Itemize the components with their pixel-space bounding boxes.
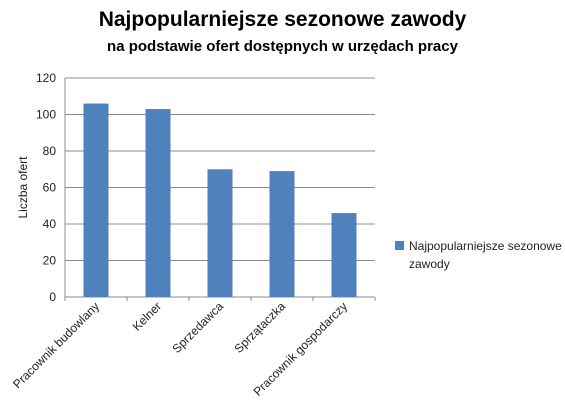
- y-tick-label: 100: [36, 108, 56, 122]
- y-tick-label: 40: [43, 217, 57, 231]
- bar: [207, 169, 233, 297]
- y-tick-label: 60: [43, 181, 57, 195]
- legend-swatch: [395, 241, 404, 250]
- chart-title: Najpopularniejsze sezonowe zawody: [98, 8, 467, 31]
- y-tick-label: 80: [43, 144, 57, 158]
- y-tick-label: 0: [49, 290, 56, 304]
- x-tick-label: Sprzątaczka: [232, 299, 289, 356]
- y-tick-label: 20: [43, 254, 57, 268]
- y-tick-label: 120: [36, 71, 56, 85]
- x-tick-label: Sprzedawca: [170, 299, 227, 356]
- y-axis-label: Liczba ofert: [16, 156, 30, 219]
- bar: [145, 109, 171, 298]
- bar: [269, 171, 295, 297]
- legend: Najpopularniejsze sezonowe zawody: [395, 237, 565, 273]
- legend-label: Najpopularniejsze sezonowe zawody: [409, 239, 562, 271]
- bar: [331, 213, 357, 297]
- bar: [83, 103, 109, 297]
- x-tick-label: Pracownik budowlany: [10, 299, 102, 391]
- x-tick-label: Kelner: [130, 299, 164, 333]
- chart-subtitle: na podstawie ofert dostępnych w urzędach…: [107, 38, 458, 55]
